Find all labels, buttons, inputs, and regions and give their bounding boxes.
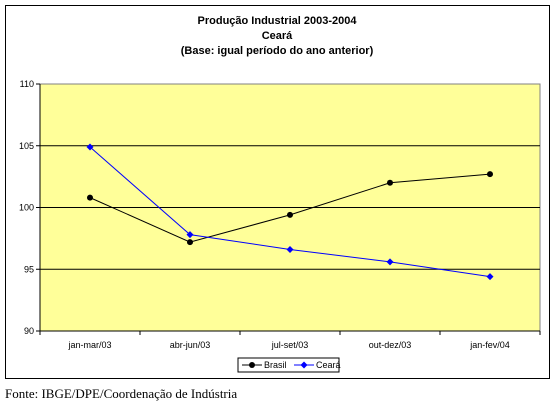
x-tick-label: jan-mar/03 (67, 340, 111, 350)
grid-lines (40, 145, 540, 270)
series-group (86, 143, 494, 281)
x-axis-ticks: jan-mar/03 abr-jun/03 jul-set/03 out-dez/03… (39, 330, 541, 350)
data-point (386, 258, 394, 266)
data-point (287, 211, 293, 218)
data-point (286, 245, 294, 253)
y-tick-label: 100 (19, 203, 34, 213)
x-tick-label: jul-set/03 (271, 340, 309, 350)
y-axis-ticks: 90 95 100 105 110 (19, 79, 41, 336)
chart-title-line-2: Ceará (262, 30, 293, 42)
legend-label-brasil: Brasil (264, 360, 287, 370)
data-point (86, 143, 94, 151)
x-tick-label: out-dez/03 (369, 340, 412, 350)
source-note: Fonte: IBGE/DPE/Coordenação de Indústria (5, 386, 238, 401)
data-point (387, 179, 393, 186)
chart-title-line-3: (Base: igual período do ano anterior) (181, 45, 374, 57)
legend-marker-ceara (300, 361, 308, 369)
data-point (186, 231, 194, 239)
x-tick-label: abr-jun/03 (170, 340, 211, 350)
data-point (486, 273, 494, 281)
y-tick-label: 90 (24, 326, 34, 336)
data-point (487, 171, 493, 178)
chart-title-line-1: Produção Industrial 2003-2004 (198, 15, 358, 27)
y-tick-label: 95 (24, 264, 34, 274)
legend-box (237, 357, 340, 373)
y-tick-label: 105 (19, 141, 34, 151)
data-point (87, 194, 93, 201)
legend-label-ceara: Ceará (316, 360, 341, 370)
line-chart: Produção Industrial 2003-2004 Ceará (Bas… (19, 15, 541, 373)
y-tick-label: 110 (20, 79, 34, 89)
legend: Brasil Ceará (237, 357, 341, 373)
x-tick-label: jan-fev/04 (469, 340, 510, 350)
data-point (187, 239, 193, 246)
legend-marker-brasil (249, 362, 255, 368)
